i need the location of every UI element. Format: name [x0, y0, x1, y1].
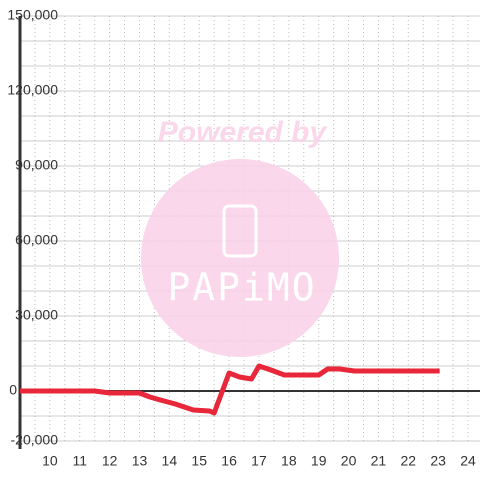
data-line: [20, 363, 440, 416]
x-tick-label: 15: [191, 453, 207, 469]
watermark-phone: [222, 204, 258, 258]
x-tick-label: 24: [460, 453, 476, 469]
watermark-circle: [141, 159, 339, 357]
x-tick-label: 23: [430, 453, 446, 469]
y-tick-label: 0: [9, 382, 17, 398]
axes: -20,000 0 30,000 60,000 90,000 120,000 150,000…: [7, 7, 480, 469]
x-tick-label: 21: [371, 453, 387, 469]
watermark-logo: PAPiMO: [167, 266, 316, 310]
x-tick-label: 11: [72, 453, 87, 469]
y-tick-label: -20,000: [11, 432, 59, 448]
y-tick-label: 60,000: [15, 232, 58, 248]
x-tick-label: 13: [132, 453, 148, 469]
watermark: PAPiMO Powered by: [141, 116, 339, 357]
x-tick-label: 18: [281, 453, 297, 469]
x-tick-label: 12: [102, 453, 118, 469]
y-tick-label: 120,000: [7, 82, 58, 98]
x-tick-label: 20: [341, 453, 357, 469]
y-tick-label: 90,000: [15, 157, 58, 173]
x-tick-label: 14: [162, 453, 178, 469]
watermark-title: Powered by: [158, 116, 328, 149]
x-tick-label: 17: [251, 453, 267, 469]
y-tick-label: 30,000: [15, 307, 58, 323]
x-tick-label: 19: [311, 453, 327, 469]
x-tick-label: 10: [42, 453, 58, 469]
x-tick-label: 22: [401, 453, 417, 469]
x-tick-label: 16: [221, 453, 237, 469]
y-tick-label: 150,000: [7, 7, 58, 23]
